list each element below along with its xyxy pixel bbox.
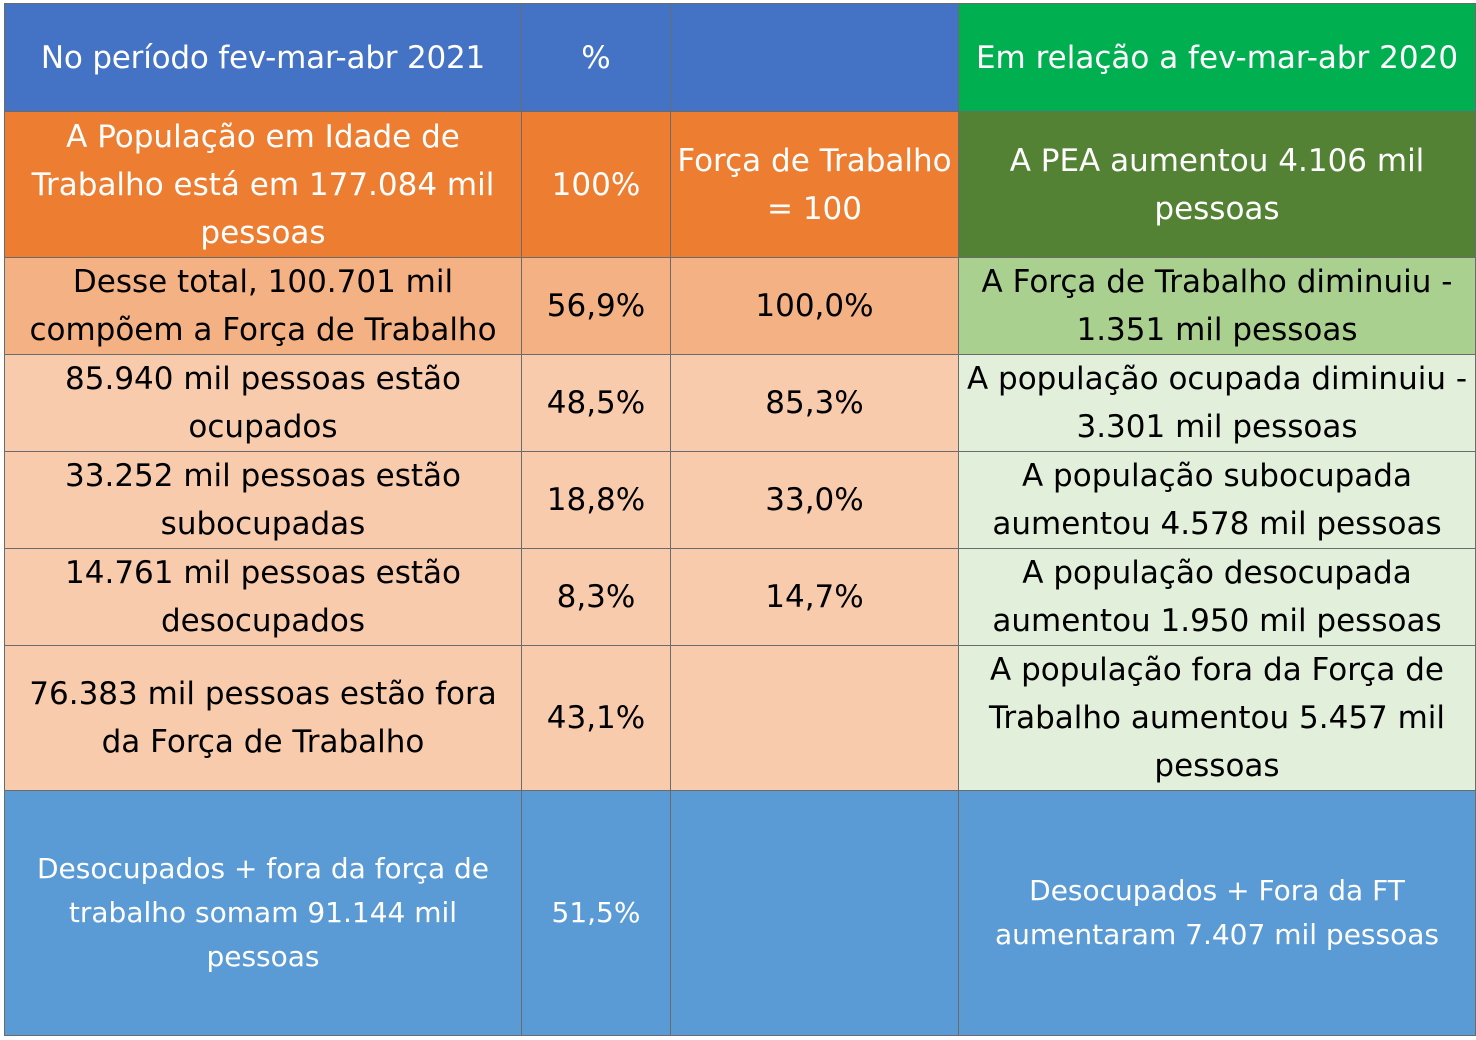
period-header-label: No período fev-mar-abr 2021 [40,39,486,76]
period-header-cell[interactable]: No período fev-mar-abr 2021 [4,3,522,112]
labor-force-cell[interactable]: Força de Trabalho = 100 [670,111,959,258]
percent-header-label: % [581,39,611,76]
description-text: 76.383 mil pessoas estão fora da Força d… [29,676,497,760]
description-text: 14.761 mil pessoas estão desocupados [65,555,461,639]
summary-row: Desocupados + fora da força de trabalho … [4,790,1476,1036]
percent-text: 51,5% [551,896,641,929]
percent-cell[interactable]: 43,1% [521,645,671,791]
table-row: 33.252 mil pessoas estão subocupadas 18,… [4,451,1476,549]
labor-force-text: 85,3% [765,385,864,421]
labor-force-text: Força de Trabalho = 100 [677,142,952,227]
percent-text: 56,9% [546,288,646,324]
labor-force-text: 100,0% [755,288,874,324]
comparison-header-label: Em relação a fev-mar-abr 2020 [975,39,1459,76]
table-row: 14.761 mil pessoas estão desocupados 8,3… [4,548,1476,646]
description-text: A População em Idade de Trabalho está em… [31,118,495,251]
description-cell[interactable]: Desocupados + fora da força de trabalho … [4,790,522,1036]
percent-text: 8,3% [556,579,636,615]
percent-header-cell[interactable]: % [521,3,671,112]
comparison-header-cell[interactable]: Em relação a fev-mar-abr 2020 [958,3,1476,112]
change-cell[interactable]: A população ocupada diminuiu - 3.301 mil… [958,354,1476,452]
table-row: 85.940 mil pessoas estão ocupados 48,5% … [4,354,1476,452]
table-row: Desse total, 100.701 mil compõem a Força… [4,257,1476,355]
labor-force-text: 33,0% [765,482,864,518]
percent-text: 48,5% [546,385,646,421]
table-row: A População em Idade de Trabalho está em… [4,111,1476,258]
labor-force-cell[interactable]: 14,7% [670,548,959,646]
change-text: A PEA aumentou 4.106 mil pessoas [1009,142,1425,227]
change-cell[interactable]: A população fora da Força de Trabalho au… [958,645,1476,791]
description-cell[interactable]: 85.940 mil pessoas estão ocupados [4,354,522,452]
table-row: 76.383 mil pessoas estão fora da Força d… [4,645,1476,791]
labor-force-cell[interactable]: 33,0% [670,451,959,549]
labor-force-cell[interactable]: 85,3% [670,354,959,452]
change-text: A população desocupada aumentou 1.950 mi… [992,555,1442,639]
labor-market-table: No período fev-mar-abr 2021 % Em relação… [4,3,1476,1036]
percent-text: 18,8% [546,482,646,518]
percent-cell[interactable]: 51,5% [521,790,671,1036]
empty-header-cell[interactable] [670,3,959,112]
change-cell[interactable]: A população subocupada aumentou 4.578 mi… [958,451,1476,549]
labor-force-text: 14,7% [765,579,864,615]
change-text: A população fora da Força de Trabalho au… [988,652,1446,784]
description-cell[interactable]: 14.761 mil pessoas estão desocupados [4,548,522,646]
description-text: 85.940 mil pessoas estão ocupados [65,361,461,445]
change-cell[interactable]: Desocupados + Fora da FT aumentaram 7.40… [958,790,1476,1036]
header-row: No período fev-mar-abr 2021 % Em relação… [4,3,1476,112]
description-cell[interactable]: 76.383 mil pessoas estão fora da Força d… [4,645,522,791]
percent-text: 43,1% [546,700,646,736]
description-cell[interactable]: Desse total, 100.701 mil compõem a Força… [4,257,522,355]
description-cell[interactable]: 33.252 mil pessoas estão subocupadas [4,451,522,549]
change-text: A Força de Trabalho diminuiu - 1.351 mil… [981,264,1453,348]
percent-cell[interactable]: 48,5% [521,354,671,452]
description-text: 33.252 mil pessoas estão subocupadas [65,458,461,542]
percent-cell[interactable]: 100% [521,111,671,258]
percent-text: 100% [551,166,641,203]
change-text: Desocupados + Fora da FT aumentaram 7.40… [995,874,1439,951]
change-cell[interactable]: A população desocupada aumentou 1.950 mi… [958,548,1476,646]
change-text: A população subocupada aumentou 4.578 mi… [992,458,1442,542]
description-text: Desse total, 100.701 mil compõem a Força… [29,264,497,348]
change-cell[interactable]: A PEA aumentou 4.106 mil pessoas [958,111,1476,258]
labor-force-cell[interactable] [670,790,959,1036]
change-cell[interactable]: A Força de Trabalho diminuiu - 1.351 mil… [958,257,1476,355]
labor-force-cell[interactable] [670,645,959,791]
labor-force-cell[interactable]: 100,0% [670,257,959,355]
percent-cell[interactable]: 56,9% [521,257,671,355]
percent-cell[interactable]: 18,8% [521,451,671,549]
description-cell[interactable]: A População em Idade de Trabalho está em… [4,111,522,258]
description-text: Desocupados + fora da força de trabalho … [36,852,490,973]
change-text: A população ocupada diminuiu - 3.301 mil… [966,361,1468,445]
percent-cell[interactable]: 8,3% [521,548,671,646]
